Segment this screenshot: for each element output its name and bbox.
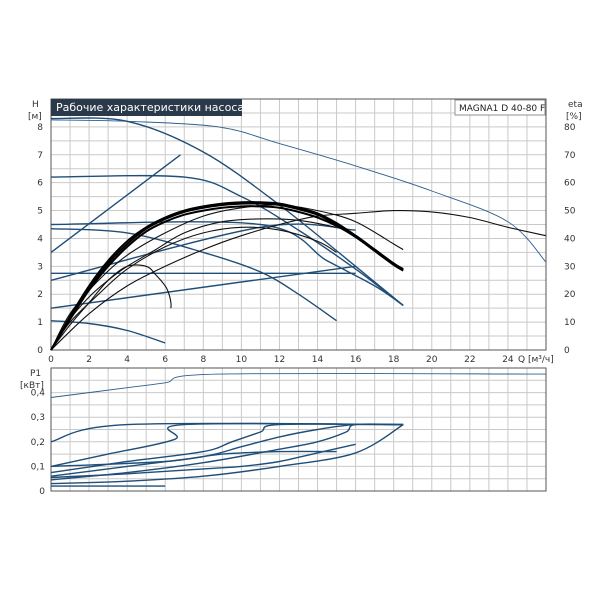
y-tick-label-right: 0 bbox=[564, 346, 570, 356]
efficiency-curve-14 bbox=[50, 264, 172, 351]
x-tick-label: 16 bbox=[350, 355, 362, 365]
power-curve-4 bbox=[50, 423, 404, 477]
head-curve-3 bbox=[50, 221, 404, 306]
x-tick-label: 18 bbox=[388, 355, 400, 365]
y-axis-unit-left: [м] bbox=[28, 112, 42, 122]
model-box bbox=[454, 99, 546, 116]
x-tick-label: 10 bbox=[236, 355, 248, 365]
p1-tick-label: 0,1 bbox=[31, 462, 45, 472]
bottom-tick-labels: 0 0,1 0,2 0,3 0,4 bbox=[31, 389, 46, 497]
p1-axis-unit: [кВт] bbox=[20, 381, 44, 391]
y-tick-label-right: 30 bbox=[564, 262, 576, 272]
head-curve-17 bbox=[50, 202, 404, 351]
y-tick-label-left: 7 bbox=[37, 151, 43, 161]
x-tick-label: 0 bbox=[48, 355, 54, 365]
head-curve-16 bbox=[50, 205, 404, 351]
power-curve-8 bbox=[50, 423, 404, 485]
x-tick-label: 22 bbox=[464, 355, 475, 365]
y-axis-label-right: eta bbox=[568, 100, 583, 110]
model-label: MAGNA1 D 40-80 F bbox=[459, 104, 545, 114]
efficiency-curve-12 bbox=[50, 204, 404, 351]
y-tick-label-left: 0 bbox=[37, 346, 43, 356]
y-tick-label-right: 80 bbox=[564, 123, 576, 133]
bottom-plot-frame bbox=[50, 367, 547, 492]
chart-title: Рабочие характеристики насоса bbox=[56, 101, 244, 114]
power-curve-6 bbox=[50, 450, 337, 468]
y-tick-label-right: 10 bbox=[564, 318, 576, 328]
power-curve-3 bbox=[50, 423, 404, 474]
y-tick-label-right: 50 bbox=[564, 207, 576, 217]
x-tick-label: 24 bbox=[502, 355, 514, 365]
head-curve-4 bbox=[50, 228, 337, 322]
y-tick-label-left: 3 bbox=[37, 262, 43, 272]
head-curve-1 bbox=[50, 117, 404, 306]
y-tick-label-left: 8 bbox=[37, 123, 43, 133]
head-efficiency-curves bbox=[50, 117, 547, 351]
y-tick-label-left: 4 bbox=[37, 234, 43, 244]
power-curve-7 bbox=[50, 443, 356, 479]
power-curves bbox=[50, 373, 547, 487]
p1-axis-label: P1 bbox=[30, 369, 41, 379]
y-tick-label-right: 70 bbox=[564, 151, 576, 161]
y-tick-label-left: 2 bbox=[37, 290, 43, 300]
power-curve-5 bbox=[50, 423, 404, 481]
head-curve-0 bbox=[50, 119, 547, 263]
y-tick-label-right: 60 bbox=[564, 179, 576, 189]
p1-tick-label: 0,2 bbox=[31, 438, 45, 448]
y-tick-label-right: 20 bbox=[564, 290, 576, 300]
x-tick-label: 14 bbox=[312, 355, 324, 365]
p1-tick-label: 0,3 bbox=[31, 413, 45, 423]
head-curve-9 bbox=[50, 265, 356, 309]
title-banner bbox=[51, 99, 242, 116]
p1-tick-label: 0,4 bbox=[31, 389, 46, 399]
y-tick-label-left: 5 bbox=[37, 207, 43, 217]
y-tick-label-right: 40 bbox=[564, 234, 576, 244]
p1-tick-label: 0 bbox=[39, 487, 45, 497]
x-tick-label: 12 bbox=[274, 355, 285, 365]
head-curve-7 bbox=[50, 154, 181, 253]
y-axis-label-left: H bbox=[32, 100, 39, 110]
x-tick-label: 8 bbox=[200, 355, 206, 365]
y-tick-label-left: 6 bbox=[37, 179, 43, 189]
power-curve-0 bbox=[50, 373, 547, 398]
y-axis-unit-right: [%] bbox=[566, 112, 582, 122]
x-tick-label: 2 bbox=[86, 355, 92, 365]
x-tick-label: 4 bbox=[124, 355, 130, 365]
x-tick-label: 20 bbox=[426, 355, 438, 365]
x-axis-label: Q [м³/ч] bbox=[518, 355, 554, 365]
efficiency-curve-13 bbox=[50, 218, 337, 351]
x-tick-label: 6 bbox=[162, 355, 168, 365]
top-tick-labels: 0 2 4 6 8 10 12 14 16 18 20 22 240123456780102030405… bbox=[37, 123, 575, 365]
y-tick-label-left: 1 bbox=[37, 318, 43, 328]
